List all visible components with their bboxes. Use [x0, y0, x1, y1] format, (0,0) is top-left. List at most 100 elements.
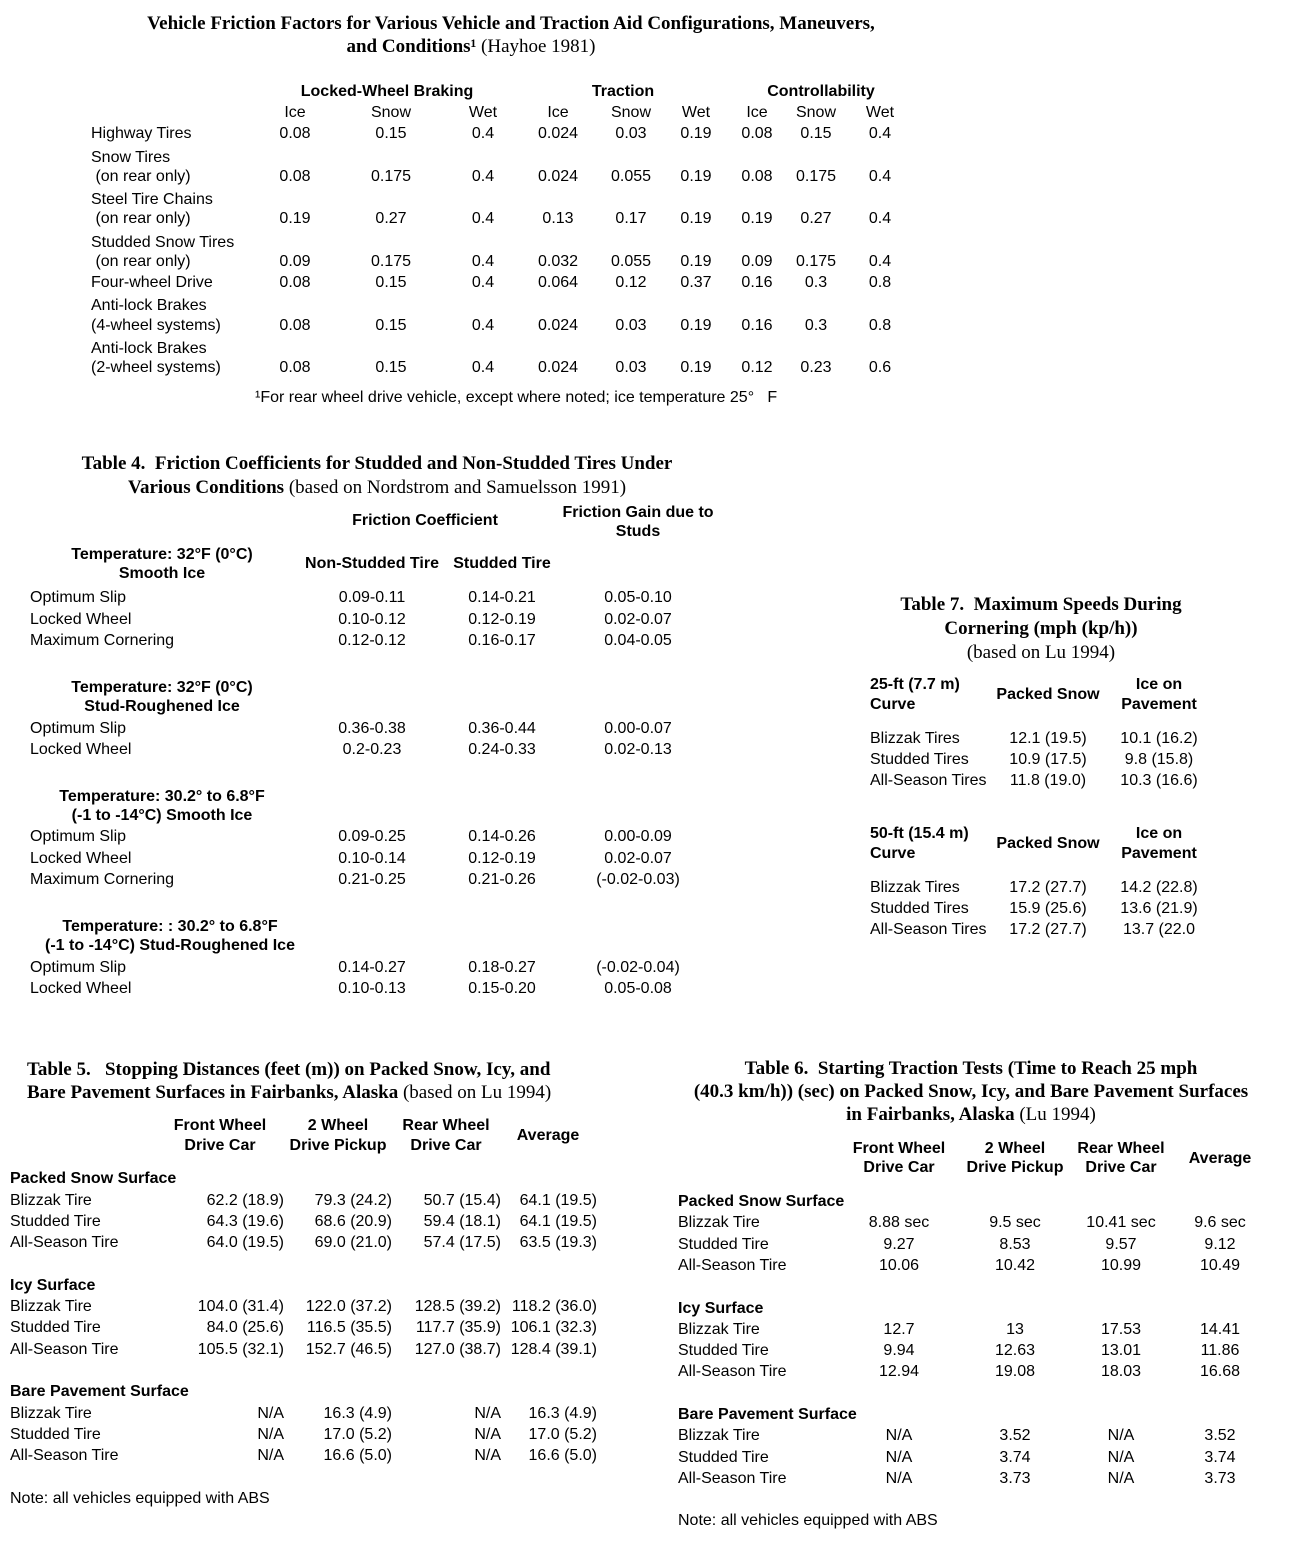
- column-header: Ice on: [1135, 676, 1183, 693]
- table-cell: 0.6: [868, 359, 892, 376]
- section-header: (-1 to -14°C) Stud-Roughened Ice: [45, 937, 295, 954]
- row-label: Maximum Cornering: [30, 632, 175, 649]
- table-cell: 0.8: [868, 317, 892, 334]
- column-header: Non-Studded Tire: [305, 555, 439, 572]
- table-cell: 116.5 (35.5): [306, 1319, 392, 1336]
- table-cell: 10.1 (16.2): [1120, 730, 1198, 747]
- table-cell: 0.09-0.11: [338, 589, 406, 606]
- table-cell: 9.6 sec: [1194, 1214, 1246, 1231]
- table-cell: 62.2 (18.9): [206, 1192, 284, 1209]
- table-cell: 0.4: [868, 253, 892, 270]
- row-label: Optimum Slip: [30, 589, 127, 606]
- row-label: Blizzak Tires: [870, 730, 960, 747]
- table-cell: 0.02-0.07: [604, 611, 672, 628]
- table-cell: 16.6 (5.0): [528, 1447, 597, 1464]
- table-cell: 13.7 (22.0: [1122, 921, 1196, 938]
- column-header: Snow: [370, 104, 412, 121]
- column-header: 2 Wheel: [984, 1140, 1046, 1157]
- table-cell: 0.09: [279, 253, 311, 270]
- table-title-text: (based on Nordstrom and Samuelsson 1991): [284, 477, 627, 498]
- row-label: Studded Tire: [10, 1426, 101, 1443]
- row-label: All-Season Tire: [10, 1234, 119, 1251]
- column-header: Studs: [615, 523, 661, 540]
- table-cell: 0.8: [868, 274, 892, 291]
- table-cell: 0.08: [279, 125, 311, 142]
- table-cell: 16.3 (4.9): [323, 1405, 392, 1422]
- section-header: 50-ft (15.4 m): [870, 825, 969, 842]
- column-header: Drive Car: [863, 1159, 935, 1176]
- row-label: Studded Tires: [870, 751, 969, 768]
- table-cell: N/A: [474, 1426, 501, 1443]
- row-label: (on rear only): [91, 253, 191, 270]
- table-cell: 12.94: [878, 1363, 920, 1380]
- table-cell: 0.15: [375, 125, 407, 142]
- table-cell: 10.41 sec: [1086, 1214, 1156, 1231]
- table-title: Vehicle Friction Factors for Various Veh…: [147, 13, 875, 35]
- table-cell: 0.4: [471, 253, 495, 270]
- row-label: (2-wheel systems): [91, 359, 221, 376]
- table-cell: 9.57: [1105, 1236, 1137, 1253]
- table-cell: 0.032: [537, 253, 579, 270]
- section-header: Stud-Roughened Ice: [84, 698, 240, 715]
- table-cell: 0.36-0.44: [468, 720, 536, 737]
- table-cell: 0.16: [741, 274, 773, 291]
- column-header: Friction Gain due to: [562, 504, 714, 521]
- table-cell: 59.4 (18.1): [423, 1213, 501, 1230]
- table-title-text: (Hayhoe 1981): [476, 36, 596, 57]
- table-title: Table 5. Stopping Distances (feet (m)) o…: [27, 1059, 550, 1081]
- table-cell: 0.24-0.33: [468, 741, 536, 758]
- table-cell: 0.12-0.12: [338, 632, 406, 649]
- column-header: Ice on: [1135, 825, 1183, 842]
- table-cell: 3.52: [999, 1427, 1031, 1444]
- table-cell: 128.5 (39.2): [414, 1298, 501, 1315]
- table-subtitle: (based on Lu 1994): [967, 642, 1115, 664]
- section-header: Smooth Ice: [118, 565, 206, 582]
- table-cell: 3.74: [999, 1449, 1031, 1466]
- table-cell: 13.6 (21.9): [1120, 900, 1198, 917]
- table-cell: 0.024: [537, 317, 579, 334]
- column-header: Packed Snow: [996, 835, 1100, 852]
- table-cell: 0.175: [370, 168, 412, 185]
- table-cell: 0.15: [375, 317, 407, 334]
- table-title: (40.3 km/h)) (sec) on Packed Snow, Icy, …: [694, 1081, 1248, 1103]
- column-header: Wet: [681, 104, 711, 121]
- table-cell: 17.2 (27.7): [1009, 921, 1087, 938]
- section-header: Curve: [870, 696, 916, 713]
- row-label: Blizzak Tire: [678, 1321, 760, 1338]
- table-cell: 9.5 sec: [989, 1214, 1041, 1231]
- table-title-text: Various Conditions: [127, 477, 285, 498]
- table-cell: N/A: [474, 1447, 501, 1464]
- section-header: Temperature: : 30.2° to 6.8°F: [62, 918, 278, 935]
- row-label: Maximum Cornering: [30, 871, 175, 888]
- table-cell: 0.3: [804, 274, 828, 291]
- table-cell: (-0.02-0.03): [596, 871, 680, 888]
- table-cell: N/A: [474, 1405, 501, 1422]
- column-header: Drive Car: [410, 1137, 482, 1154]
- group-header: Traction: [591, 83, 655, 100]
- column-header: Drive Pickup: [289, 1137, 387, 1154]
- table-cell: 0.10-0.12: [338, 611, 406, 628]
- table-title-text: (Lu 1994): [1014, 1104, 1096, 1125]
- table-cell: 0.024: [537, 359, 579, 376]
- table-cell: 0.055: [610, 253, 652, 270]
- table-cell: 0.00-0.09: [604, 828, 672, 845]
- table-cell: 69.0 (21.0): [314, 1234, 392, 1251]
- table-cell: N/A: [1107, 1470, 1135, 1487]
- table-title-text: Table 7. Maximum Speeds During: [900, 594, 1182, 615]
- table-cell: 0.175: [795, 253, 837, 270]
- table-cell: 9.12: [1204, 1236, 1236, 1253]
- table-cell: 3.73: [1204, 1470, 1236, 1487]
- table-cell: 0.175: [370, 253, 412, 270]
- table-cell: 57.4 (17.5): [423, 1234, 501, 1251]
- table-cell: 0.37: [680, 274, 712, 291]
- table-title: Table 4. Friction Coefficients for Studd…: [82, 453, 673, 475]
- section-header: (-1 to -14°C) Smooth Ice: [71, 807, 253, 824]
- table-cell: 79.3 (24.2): [314, 1192, 392, 1209]
- row-label: All-Season Tires: [870, 921, 987, 938]
- row-label: Optimum Slip: [30, 828, 127, 845]
- table-title-text: (40.3 km/h)) (sec) on Packed Snow, Icy, …: [693, 1081, 1249, 1102]
- row-label: Studded Snow Tires: [91, 234, 235, 251]
- table-cell: 16.68: [1199, 1363, 1241, 1380]
- table-cell: 0.4: [868, 210, 892, 227]
- table-cell: 0.02-0.13: [604, 741, 672, 758]
